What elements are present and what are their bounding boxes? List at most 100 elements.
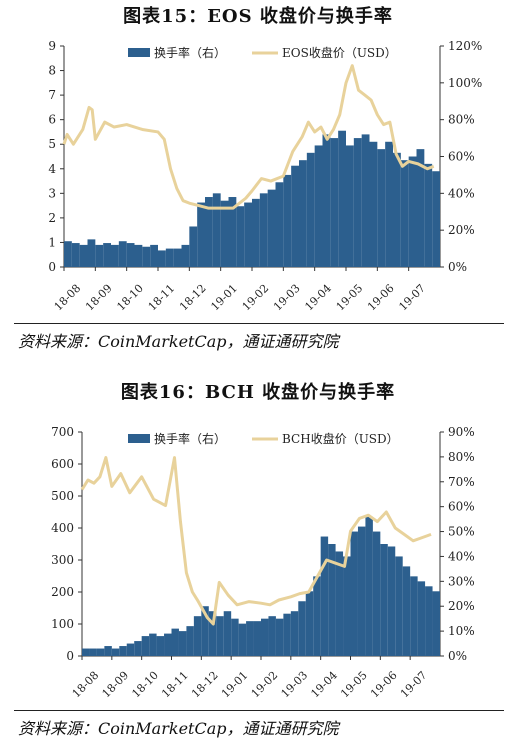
turnover-bar: [299, 160, 307, 267]
turnover-bar: [393, 152, 401, 267]
legend-line-label: EOS收盘价（USD）: [282, 45, 397, 60]
turnover-bar: [142, 246, 151, 267]
turnover-bar: [417, 581, 426, 656]
right-tick-label: 0%: [448, 260, 467, 274]
turnover-bar: [126, 243, 135, 267]
left-tick-label: 400: [51, 521, 74, 535]
turnover-bar: [425, 586, 433, 656]
turnover-bar: [111, 648, 120, 656]
turnover-bar: [275, 182, 284, 267]
turnover-bar: [395, 556, 403, 656]
x-tick-label: 19-04: [302, 282, 334, 314]
left-tick-label: 500: [51, 489, 74, 503]
turnover-bar: [186, 626, 194, 656]
right-tick-label: 120%: [448, 39, 482, 53]
turnover-bar: [158, 250, 166, 267]
turnover-bar: [283, 613, 291, 656]
turnover-bar: [313, 576, 321, 656]
turnover-bar: [410, 576, 418, 656]
right-tick-label: 50%: [448, 525, 475, 539]
right-tick-label: 30%: [448, 574, 475, 588]
divider: [14, 323, 504, 324]
turnover-bar: [118, 241, 127, 267]
turnover-bar: [220, 200, 229, 267]
x-tick-label: 19-01: [219, 669, 251, 701]
turnover-bar: [380, 544, 388, 656]
turnover-bar: [228, 197, 237, 267]
turnover-bar: [223, 611, 232, 656]
turnover-bar: [432, 591, 440, 656]
x-tick-label: 19-06: [368, 669, 400, 701]
right-tick-label: 10%: [448, 624, 475, 638]
turnover-bar: [212, 193, 221, 267]
turnover-bar: [208, 611, 217, 656]
x-tick-label: 18-08: [70, 669, 102, 701]
turnover-bar: [330, 138, 339, 267]
turnover-bar: [205, 197, 213, 267]
left-tick-label: 700: [51, 425, 74, 439]
turnover-bar: [335, 551, 344, 656]
turnover-bar: [181, 244, 190, 267]
turnover-bar: [79, 244, 88, 267]
turnover-bar: [322, 134, 331, 267]
turnover-bar: [141, 636, 150, 656]
x-tick-label: 18-11: [159, 669, 191, 701]
left-tick-label: 0: [48, 260, 56, 274]
turnover-bar: [111, 244, 119, 267]
turnover-bar: [402, 566, 411, 656]
turnover-bar: [353, 138, 362, 267]
price-line: [80, 456, 432, 626]
turnover-bar: [338, 130, 346, 267]
turnover-bar: [149, 633, 157, 656]
turnover-bar: [400, 160, 409, 267]
right-tick-label: 80%: [448, 113, 475, 127]
turnover-bar: [103, 243, 111, 267]
turnover-bar: [369, 141, 378, 267]
turnover-bar: [134, 244, 143, 267]
turnover-bar: [416, 149, 425, 267]
right-tick-label: 20%: [448, 599, 475, 613]
turnover-bar: [173, 248, 182, 267]
turnover-bar: [253, 621, 261, 656]
left-tick-label: 3: [48, 186, 56, 200]
turnover-bar: [236, 206, 245, 267]
price-line: [62, 64, 435, 210]
turnover-bar: [432, 171, 440, 267]
turnover-bar: [244, 202, 252, 267]
turnover-bar: [171, 628, 179, 656]
right-tick-label: 60%: [448, 500, 475, 514]
legend-bar-swatch: [128, 434, 150, 443]
turnover-bar: [104, 646, 112, 656]
turnover-bar: [231, 618, 239, 656]
x-tick-label: 19-05: [334, 282, 366, 314]
x-tick-label: 18-12: [177, 282, 209, 314]
right-tick-label: 40%: [448, 186, 475, 200]
turnover-bar: [165, 248, 174, 267]
turnover-bar: [275, 618, 284, 656]
x-tick-label: 18-09: [83, 282, 115, 314]
figure-16-title: 图表16：BCH 收盘价与换手率: [120, 382, 396, 403]
turnover-bar: [216, 616, 224, 656]
turnover-bar: [424, 163, 433, 267]
x-tick-label: 18-10: [129, 669, 161, 701]
turnover-bar: [259, 193, 268, 267]
turnover-bar: [126, 643, 135, 656]
x-tick-label: 18-12: [189, 669, 221, 701]
turnover-bar: [372, 531, 381, 656]
turnover-bar: [365, 516, 373, 656]
left-tick-label: 7: [48, 88, 56, 102]
left-tick-label: 600: [51, 457, 74, 471]
turnover-bar: [328, 544, 336, 656]
figure-16-source: 资料来源：CoinMarketCap，通证通研究院: [18, 719, 339, 738]
turnover-bar: [346, 145, 354, 267]
turnover-bar: [408, 156, 417, 267]
turnover-bar: [95, 244, 104, 267]
turnover-bar: [246, 621, 254, 656]
right-tick-label: 40%: [448, 549, 475, 563]
turnover-bar: [357, 526, 366, 656]
left-tick-label: 6: [48, 113, 56, 127]
turnover-bar: [343, 556, 351, 656]
x-tick-label: 19-02: [249, 669, 281, 701]
turnover-bar: [305, 591, 314, 656]
